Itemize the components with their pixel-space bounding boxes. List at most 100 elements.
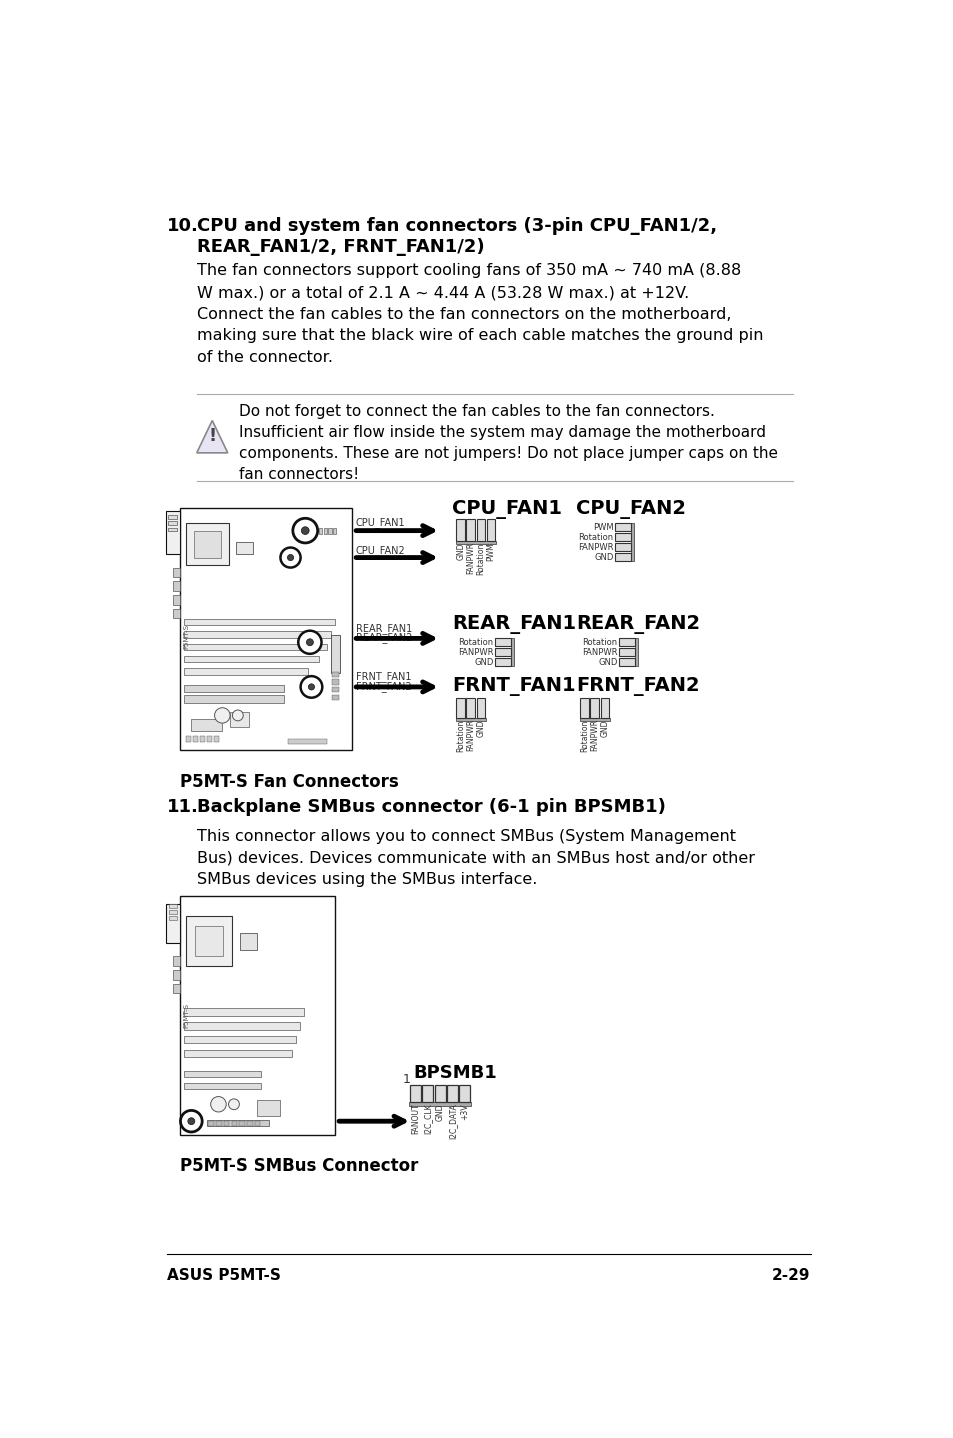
Bar [409, 1102, 471, 1106]
Text: FRNT_FAN2: FRNT_FAN2 [576, 677, 700, 696]
Bar [216, 1122, 221, 1126]
Bar [183, 656, 319, 663]
Text: BPSMB1: BPSMB1 [414, 1064, 497, 1083]
Text: FANPWR: FANPWR [457, 649, 493, 657]
Circle shape [280, 548, 300, 568]
Text: +3V: +3V [460, 1103, 469, 1120]
Text: CPU_FAN2: CPU_FAN2 [355, 545, 405, 557]
Text: ASUS P5MT-S: ASUS P5MT-S [167, 1267, 281, 1283]
Bar [476, 519, 484, 541]
Bar [183, 1035, 295, 1044]
Text: P5MT-S Fan Connectors: P5MT-S Fan Connectors [179, 774, 398, 791]
Text: REAR_FAN2: REAR_FAN2 [576, 615, 700, 634]
Text: 1: 1 [402, 1073, 410, 1087]
Bar [183, 644, 327, 650]
Bar [186, 736, 192, 742]
Bar [183, 631, 331, 637]
Bar [615, 554, 630, 561]
Bar [183, 1083, 261, 1089]
Bar [168, 515, 177, 519]
Text: The fan connectors support cooling fans of 350 mA ~ 740 mA (8.88
W max.) or a to: The fan connectors support cooling fans … [196, 263, 762, 365]
Bar [615, 533, 630, 541]
Bar [332, 679, 339, 684]
Text: !: ! [208, 427, 216, 444]
Circle shape [214, 707, 230, 723]
Circle shape [306, 638, 313, 646]
Text: REAR_FAN1: REAR_FAN1 [355, 623, 412, 634]
Bar [183, 620, 335, 626]
Text: GND: GND [474, 659, 493, 667]
Bar [166, 905, 179, 942]
Bar [232, 1122, 236, 1126]
Text: FRNT_FAN1: FRNT_FAN1 [452, 677, 576, 696]
Bar [193, 736, 198, 742]
Text: REAR_FAN2: REAR_FAN2 [355, 633, 412, 643]
Circle shape [300, 676, 322, 697]
Text: This connector allows you to connect SMBus (System Management
Bus) devices. Devi: This connector allows you to connect SMB… [196, 828, 754, 887]
Text: Rotation: Rotation [582, 638, 617, 647]
Bar [615, 523, 630, 531]
Text: PWM: PWM [593, 522, 613, 532]
Bar [333, 528, 335, 533]
Bar [179, 896, 335, 1135]
Text: Rotation: Rotation [456, 719, 465, 752]
Bar [435, 1086, 445, 1102]
Bar [579, 718, 609, 720]
Text: FANPWR: FANPWR [590, 719, 598, 752]
Bar [618, 659, 634, 666]
Circle shape [301, 526, 309, 535]
Bar [169, 916, 176, 920]
Bar [230, 712, 249, 728]
Bar [459, 1086, 470, 1102]
Bar [254, 1122, 260, 1126]
Text: GND: GND [599, 719, 609, 736]
Polygon shape [196, 420, 228, 453]
Text: Rotation: Rotation [579, 719, 589, 752]
Bar [510, 638, 513, 666]
Bar [169, 910, 176, 915]
Text: GND: GND [594, 552, 613, 562]
Text: REAR_FAN1: REAR_FAN1 [452, 615, 576, 634]
Bar [288, 739, 327, 743]
Bar [186, 916, 233, 966]
Bar [207, 1120, 269, 1126]
Bar [169, 905, 176, 907]
Bar [179, 508, 352, 751]
Bar [247, 1122, 253, 1126]
Text: FRNT_FAN2: FRNT_FAN2 [355, 680, 411, 692]
Bar [257, 1100, 280, 1116]
Bar [332, 672, 339, 677]
Text: 2-29: 2-29 [771, 1267, 810, 1283]
Bar [236, 542, 253, 554]
Bar [183, 1050, 292, 1057]
Bar [634, 638, 637, 666]
Circle shape [211, 1097, 226, 1112]
Bar [630, 523, 633, 561]
Bar [199, 736, 205, 742]
Text: FRNT_FAN1: FRNT_FAN1 [355, 672, 411, 683]
Text: FANPWR: FANPWR [581, 649, 617, 657]
Text: Rotation: Rotation [578, 532, 613, 542]
Text: P5MT-S: P5MT-S [183, 1004, 189, 1028]
Text: GND: GND [476, 719, 485, 736]
Bar [579, 699, 588, 718]
Circle shape [308, 684, 314, 690]
Text: I2C_DATA: I2C_DATA [448, 1103, 456, 1139]
Bar [466, 699, 475, 718]
Text: CPU_FAN1: CPU_FAN1 [355, 516, 405, 528]
Bar [173, 595, 179, 604]
Bar [618, 638, 634, 646]
Text: Rotation: Rotation [476, 542, 485, 575]
Text: Do not forget to connect the fan cables to the fan connectors.
Insufficient air : Do not forget to connect the fan cables … [239, 404, 778, 482]
Circle shape [233, 710, 243, 720]
Bar [486, 519, 495, 541]
Bar [590, 699, 598, 718]
Bar [240, 933, 257, 951]
Bar [332, 687, 339, 692]
Bar [456, 718, 485, 720]
Bar [323, 528, 327, 533]
Text: 10.: 10. [167, 217, 199, 236]
Bar [456, 541, 496, 544]
Circle shape [293, 518, 317, 544]
Bar [456, 699, 464, 718]
